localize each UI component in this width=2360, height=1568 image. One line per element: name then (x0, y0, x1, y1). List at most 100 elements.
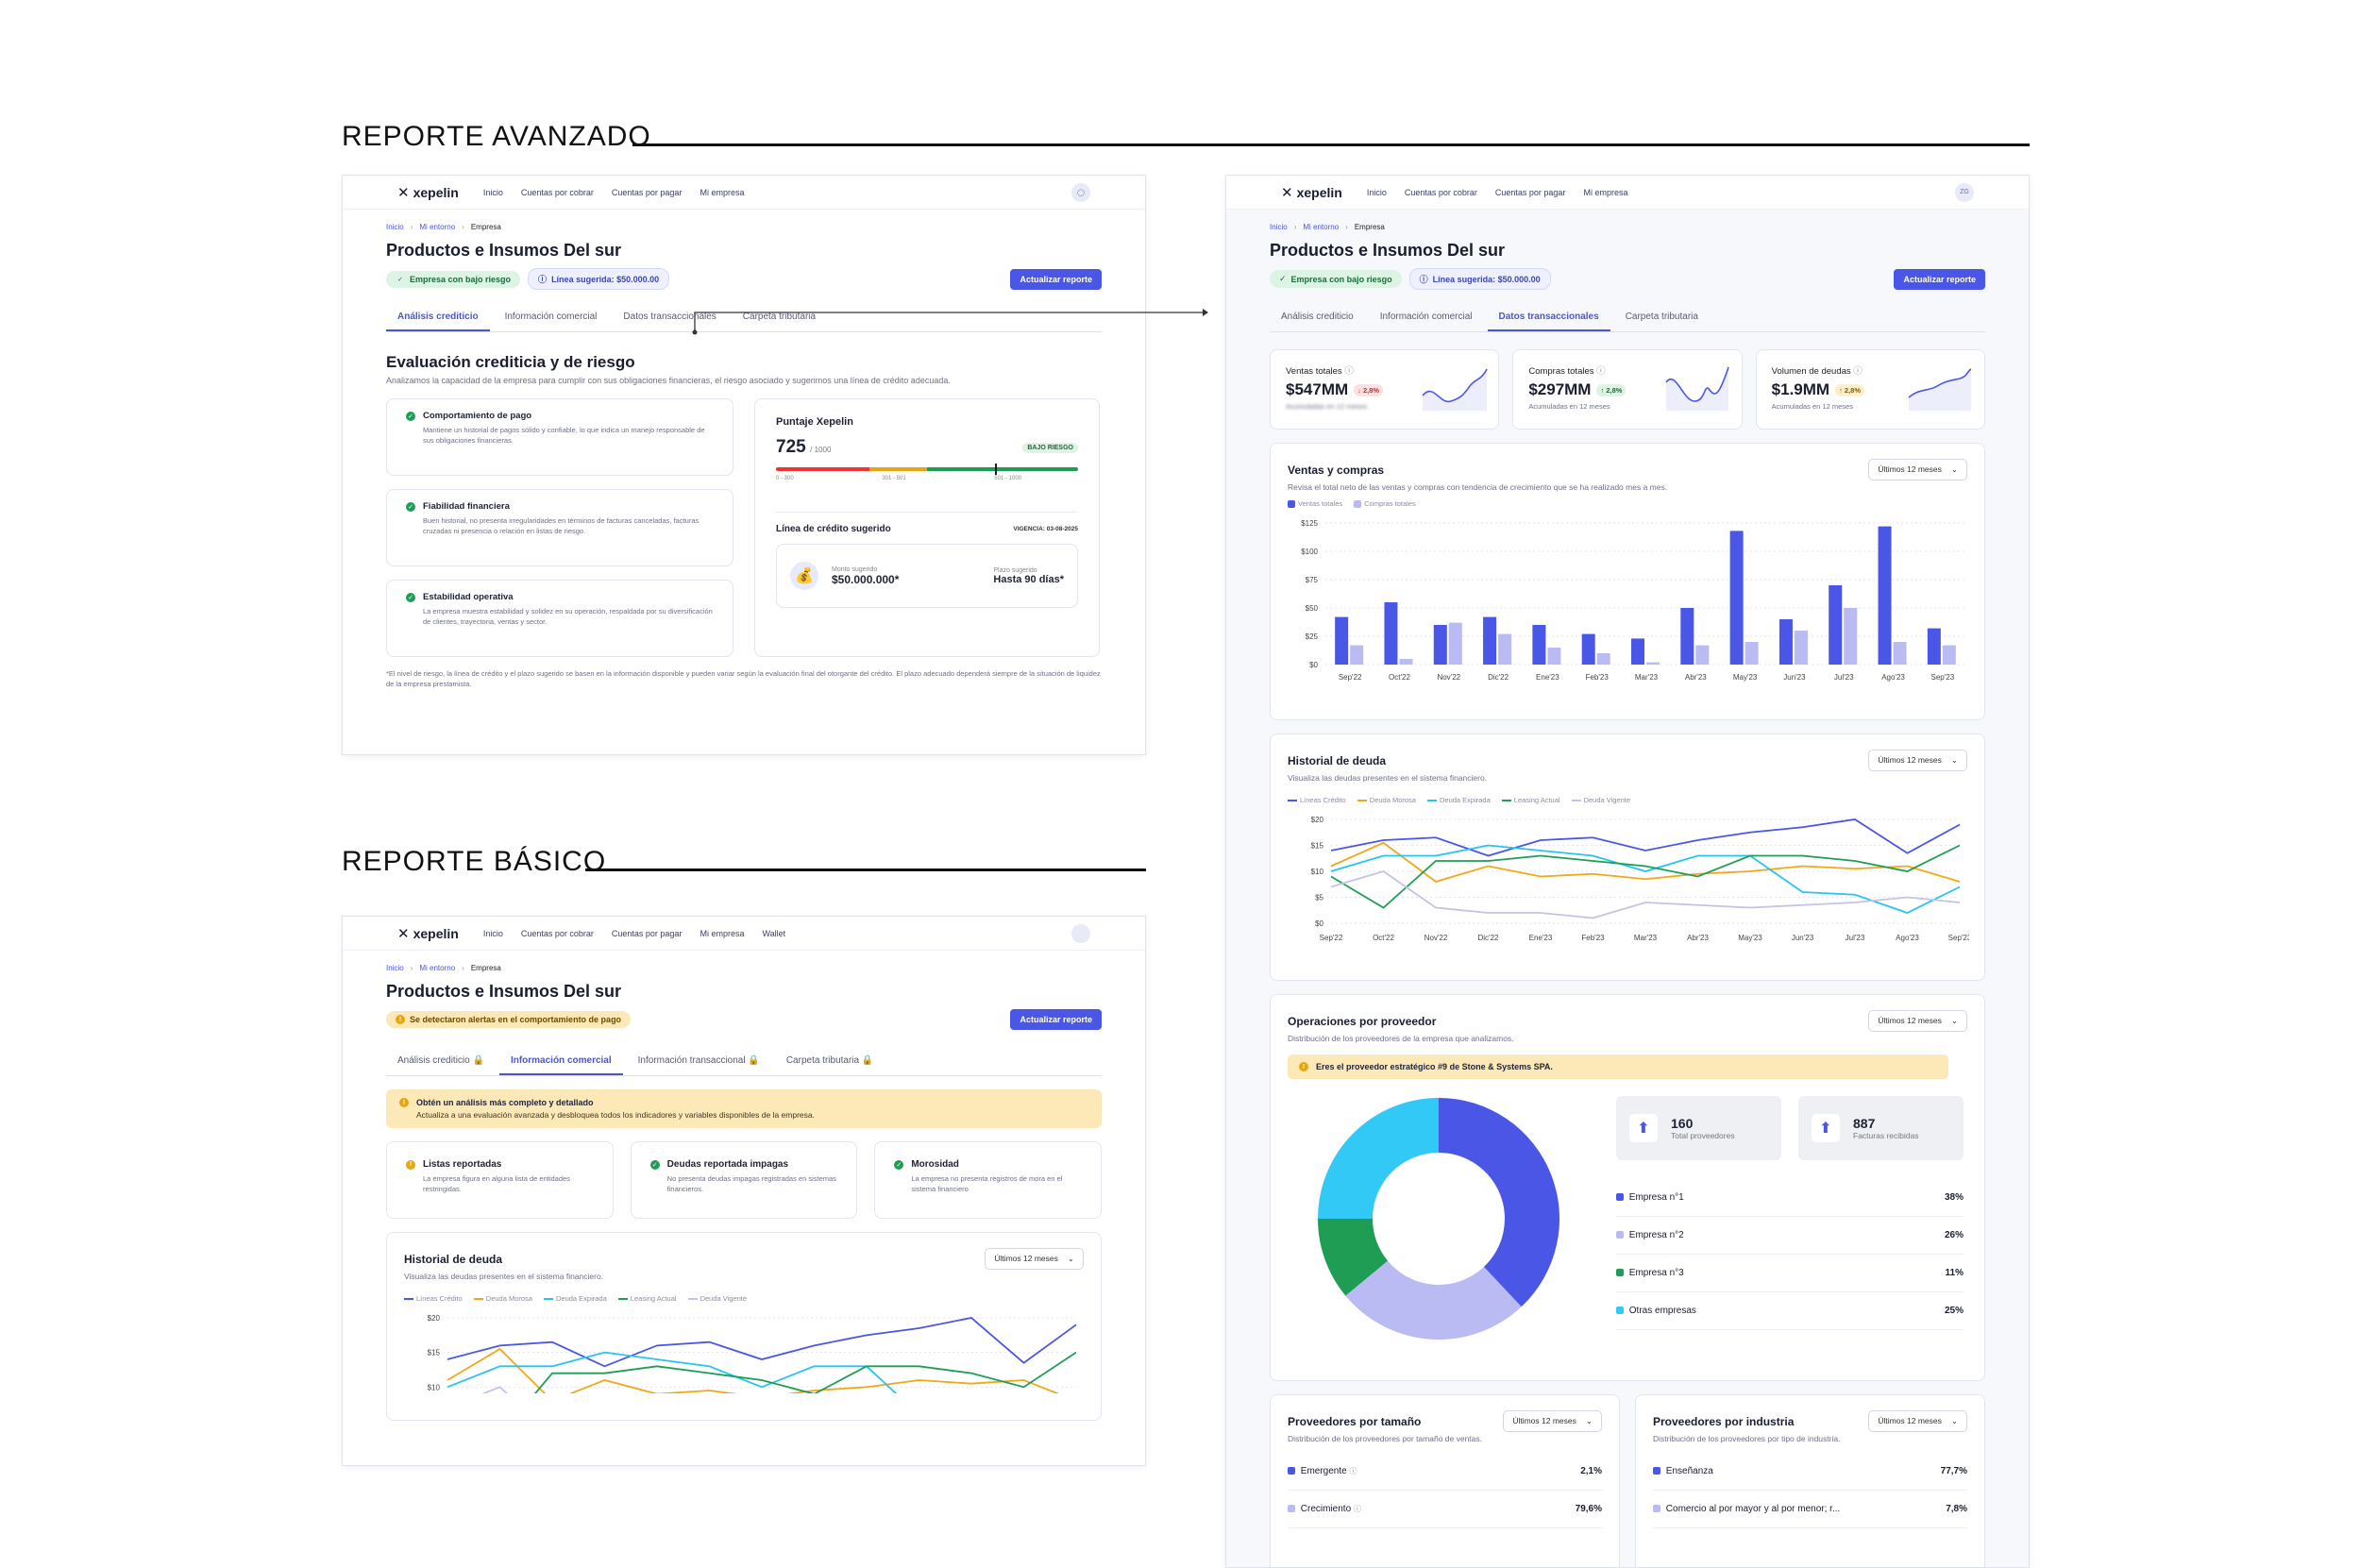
tab-analisis-crediticio[interactable]: Análisis crediticio 🔒 (397, 1055, 484, 1066)
series-line (1330, 841, 1961, 883)
tab-informacion-comercial[interactable]: Información comercial (498, 1049, 623, 1075)
bar-compras (1646, 662, 1660, 666)
crumb-mi-entorno[interactable]: Mi entorno (419, 223, 456, 231)
kpi-sparkline (1908, 368, 1972, 411)
period-dropdown[interactable]: Últimos 12 meses ⌄ (1868, 1410, 1967, 1432)
update-report-button[interactable]: Actualizar reporte (1010, 268, 1102, 290)
xepelin-logo[interactable]: ✕ xepelin (397, 184, 459, 201)
y-tick-label: $25 (1306, 632, 1319, 641)
kpi-sparkline (1665, 366, 1729, 411)
sales-purchases-card: Ventas y compras Últimos 12 meses ⌄ Revisa… (1270, 443, 1985, 720)
nav-cuentas-pagar[interactable]: Cuentas por pagar (611, 187, 683, 197)
bar-compras (1399, 659, 1413, 666)
user-avatar-icon[interactable] (1071, 923, 1090, 943)
user-avatar-icon[interactable]: ◯ (1071, 182, 1090, 202)
period-dropdown[interactable]: Últimos 12 meses ⌄ (1868, 750, 1967, 771)
supplier-row: Empresa n°3 11% (1616, 1255, 1964, 1292)
y-tick-label: $75 (1306, 576, 1319, 584)
bar-ventas (1878, 526, 1892, 666)
legend-item: Deuda Expirada (543, 1294, 607, 1303)
tab-carpeta-tributaria[interactable]: Carpeta tributaria (742, 312, 817, 322)
donut-slice (1318, 1098, 1439, 1219)
period-dropdown[interactable]: Últimos 12 meses ⌄ (1503, 1410, 1602, 1432)
tab-informacion-transaccional[interactable]: Información transaccional 🔒 (637, 1055, 760, 1066)
lock-icon: 🔒 (748, 1055, 760, 1066)
y-tick-label: $10 (1311, 868, 1324, 876)
low-risk-badge: ✓ Empresa con bajo riesgo (1270, 270, 1402, 288)
nav-mi-empresa[interactable]: Mi empresa (1583, 187, 1628, 197)
legend-item: Ventas totales (1288, 499, 1342, 509)
tab-carpeta-tributaria[interactable]: Carpeta tributaria 🔒 (785, 1055, 874, 1066)
tab-analisis-crediticio[interactable]: Análisis crediticio (386, 305, 490, 331)
kpi-card: Volumen de deudas ⓘ $1.9MM ↑ 2,8% Acumula… (1755, 349, 1985, 430)
lock-icon: 🔒 (861, 1055, 874, 1066)
bar-compras (1794, 631, 1808, 666)
tab-analisis-crediticio[interactable]: Análisis crediticio (1281, 312, 1354, 322)
supplier-row: Otras empresas 25% (1616, 1292, 1964, 1330)
check-icon: ✓ (406, 411, 415, 421)
nav-cuentas-pagar[interactable]: Cuentas por pagar (1494, 187, 1566, 197)
x-tick-label: Ago'23 (1896, 934, 1919, 942)
top-nav: ✕ xepelin Inicio Cuentas por cobrar Cuent… (1226, 176, 2029, 210)
user-avatar[interactable]: ZG (1955, 182, 1974, 202)
chart-legend: Líneas Crédito Deuda Morosa Deuda Expirada… (404, 1294, 1084, 1303)
top-nav: ✕ xepelin Inicio Cuentas por cobrar Cuent… (343, 176, 1145, 210)
info-icon: ⓘ (1344, 366, 1354, 377)
nav-inicio[interactable]: Inicio (1366, 187, 1387, 197)
debt-history-chart-basic: $10 $15 $20 (428, 1314, 1077, 1437)
update-report-button[interactable]: Actualizar reporte (1010, 1009, 1102, 1030)
legend-item: Líneas Crédito (1288, 796, 1346, 804)
nav-cuentas-cobrar[interactable]: Cuentas por cobrar (520, 187, 594, 197)
crumb-inicio[interactable]: Inicio (386, 223, 404, 231)
check-icon: ✓ (1279, 274, 1287, 283)
legend-item: Deuda Vigente (1571, 796, 1630, 804)
suppliers-by-industry-card: Proveedores por industria Últimos 12 mese… (1635, 1394, 1985, 1567)
y-tick-label: $50 (1306, 604, 1319, 613)
period-dropdown[interactable]: Últimos 12 meses ⌄ (1868, 459, 1967, 481)
tab-datos-transaccionales[interactable]: Datos transaccionales (623, 312, 716, 322)
crumb-inicio[interactable]: Inicio (1270, 223, 1288, 231)
basic-debt-history-card: Historial de deuda Últimos 12 meses ⌄ Visu… (386, 1232, 1102, 1437)
bar-compras (1695, 645, 1710, 666)
chevron-down-icon: ⌄ (1067, 1254, 1074, 1263)
tab-bar: Análisis crediticio Información comercia… (1270, 305, 1985, 332)
tab-datos-transaccionales[interactable]: Datos transaccionales (1487, 305, 1610, 331)
period-dropdown[interactable]: Últimos 12 meses ⌄ (1868, 1010, 1967, 1032)
y-tick-label: $0 (1309, 661, 1318, 669)
alert-badge: ! Se detectaron alertas en el comportamie… (386, 1011, 632, 1028)
nav-inicio[interactable]: Inicio (482, 187, 503, 197)
chevron-down-icon: ⌄ (1950, 1016, 1958, 1025)
tab-carpeta-tributaria[interactable]: Carpeta tributaria (1625, 312, 1698, 322)
update-report-button[interactable]: Actualizar reporte (1894, 268, 1985, 290)
nav-inicio[interactable]: Inicio (482, 928, 503, 938)
crumb-inicio[interactable]: Inicio (386, 964, 404, 972)
tab-informacion-comercial[interactable]: Información comercial (1379, 312, 1473, 322)
eval-criteria-list: ✓ Comportamiento de pago Mantiene un hist… (386, 398, 733, 657)
series-line (1330, 844, 1961, 909)
period-dropdown[interactable]: Últimos 12 meses ⌄ (985, 1248, 1084, 1270)
suggested-term: Hasta 90 días* (993, 573, 1064, 585)
x-tick-label: May'23 (1733, 673, 1758, 682)
nav-mi-empresa[interactable]: Mi empresa (700, 187, 745, 197)
nav-cuentas-cobrar[interactable]: Cuentas por cobrar (520, 928, 594, 938)
series-line (1330, 818, 1961, 857)
bar-compras (1942, 645, 1956, 666)
crumb-mi-entorno[interactable]: Mi entorno (419, 964, 456, 972)
crumb-mi-entorno[interactable]: Mi entorno (1303, 223, 1340, 231)
crumb-empresa: Empresa (470, 964, 501, 972)
kpi-card: Compras totales ⓘ $297MM ↑ 2,8% Acumulada… (1512, 349, 1743, 430)
xepelin-logo[interactable]: ✕ xepelin (397, 925, 459, 942)
nav-cuentas-pagar[interactable]: Cuentas por pagar (611, 928, 683, 938)
nav-wallet[interactable]: Wallet (762, 928, 786, 938)
industry-row: Comercio al por mayor y al por menor; r.… (1653, 1491, 1967, 1528)
bar-ventas (1778, 619, 1793, 666)
bar-ventas (1829, 585, 1843, 666)
nav-mi-empresa[interactable]: Mi empresa (700, 928, 745, 938)
xepelin-logo[interactable]: ✕ xepelin (1281, 184, 1342, 201)
tab-informacion-comercial[interactable]: Información comercial (504, 312, 598, 322)
y-tick-label: $20 (428, 1314, 441, 1323)
y-tick-label: $10 (428, 1383, 441, 1391)
check-icon: ✓ (894, 1159, 904, 1170)
nav-cuentas-cobrar[interactable]: Cuentas por cobrar (1404, 187, 1477, 197)
crumb-empresa: Empresa (1354, 223, 1385, 231)
